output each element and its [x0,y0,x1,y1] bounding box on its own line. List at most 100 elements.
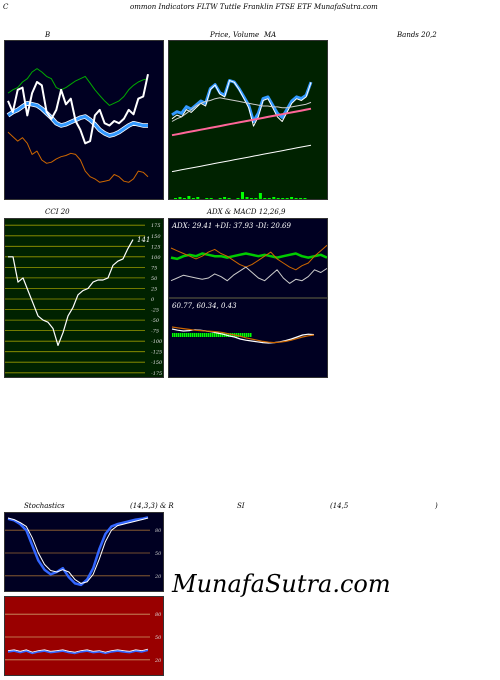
volume-bar [267,198,271,199]
macd-histogram-bar [180,333,182,337]
macd-histogram-bar [222,333,224,337]
price-ma-chart [171,79,313,200]
adx-line [170,252,327,261]
cci-chart: 175 150 125 100 75 50 25 0 -25 -50 -75 -100 -125 -150… [5,223,163,377]
volume-bar [178,197,182,199]
macd-histogram-bar [238,333,240,337]
macd-histogram-bar [196,333,198,337]
macd-histogram-bar [216,333,218,337]
minus-di-line [170,266,327,284]
macd-histogram-bar [186,333,188,337]
macd-signal-line [171,326,315,344]
cci-panel: 175 150 125 100 75 50 25 0 -25 -50 -75 -100 -125 -150… [4,218,164,378]
pma-price-line [171,80,312,127]
rsi-tick-label: 20 [154,658,162,664]
rsi-tick-label: 80 [155,612,162,618]
volume-bar [303,198,307,199]
stoch-tick-label: 20 [154,574,162,580]
stoch-k-line [7,516,149,587]
macd-histogram-bar [198,333,200,337]
stochastics-chart: 80 50 20 [5,516,162,587]
cci-title: CCI 20 [45,208,70,216]
stoch-tick-label: 50 [155,551,162,557]
volume-bar [187,196,191,199]
volume-bar [182,198,186,199]
rsi-panel: 80 50 20 [4,596,164,676]
volume-bar [174,198,177,199]
page-title: ommon Indicators FLTW Tuttle Franklin FT… [130,3,378,11]
bb-upper-band [7,68,149,106]
bollinger-panel [4,40,164,200]
volume-bar [214,199,217,200]
volume-bar [272,197,276,199]
volume-bar [209,198,213,199]
cci-tick-label: -100 [151,339,163,345]
macd-histogram-bar [244,333,246,337]
volume-bar [227,198,231,199]
rsi-line-outline [7,648,149,653]
rsi-tick-label: 50 [155,635,162,641]
header-c-letter: C [3,3,9,11]
cci-tick-label: 25 [150,286,157,292]
macd-chart [171,326,315,344]
cci-tick-label: -75 [151,329,159,335]
stoch-d-line [7,517,149,584]
pma-ma-line-2 [171,144,312,173]
volume-bar [236,198,240,199]
volume-bar [205,198,209,199]
macd-histogram-bar [220,333,222,337]
macd-histogram-bar [210,333,212,337]
volume-title: Volume [233,31,260,39]
macd-histogram-bar [202,333,204,337]
pma-long-ma-line [171,107,312,137]
macd-histogram-bar [206,333,208,337]
cci-tick-label: 175 [151,223,161,229]
pma-ma-line [171,97,312,122]
rsi-params: (14,5 [330,502,349,510]
price-ma-panel [168,40,328,200]
macd-histogram-bar [246,333,248,337]
cci-tick-label: -50 [151,318,160,324]
volume-bar [294,198,298,199]
macd-histogram-bar [176,333,178,337]
cci-tick-label: 0 [151,297,155,303]
macd-panel: 60.77, 60.34, 0.43 [168,298,328,378]
volume-bar [218,198,222,199]
macd-histogram-bar [230,333,232,337]
stoch-params: (14,3,3) & R [130,502,174,510]
adx-summary: ADX: 29.41 +DI: 37.93 -DI: 20.69 [172,222,291,230]
macd-histogram-bar [182,333,184,337]
bollinger-chart [6,68,149,183]
volume-bar [285,198,289,199]
cci-tick-label: 75 [151,265,157,271]
volume-bar [191,198,195,199]
stoch-tick-label: 80 [155,528,162,534]
macd-histogram-bar [250,333,252,337]
macd-histogram-bar [200,333,202,337]
volume-bar [263,198,267,199]
macd-histogram-bar [192,333,194,337]
bands-title-b: B [45,31,51,39]
macd-histogram-bar [188,333,190,337]
bb-price-line [7,73,149,145]
macd-histogram-bar [194,333,196,337]
macd-histogram-bar [172,333,174,337]
macd-histogram-bar [228,333,230,337]
macd-histogram-bar [204,333,206,337]
macd-histogram-bar [208,333,210,337]
rsi-chart: 80 50 20 [5,612,162,664]
stochastics-panel: 80 50 20 [4,512,164,592]
macd-histogram-bar [214,333,216,337]
rsi-si-label: SI [237,502,245,510]
macd-histogram-bar [242,333,244,337]
bands-title: Bands 20,2 [397,31,437,39]
volume-bar [201,199,204,200]
macd-histogram-bar [218,333,220,337]
volume-bar [196,197,200,199]
adx-title: ADX & MACD 12,26,9 [207,208,286,216]
ma-title: MA [264,31,277,39]
rsi-line [7,649,149,655]
macd-histogram-bar [178,333,180,337]
volume-bar [290,197,294,199]
rsi-close-paren: ) [435,502,438,510]
